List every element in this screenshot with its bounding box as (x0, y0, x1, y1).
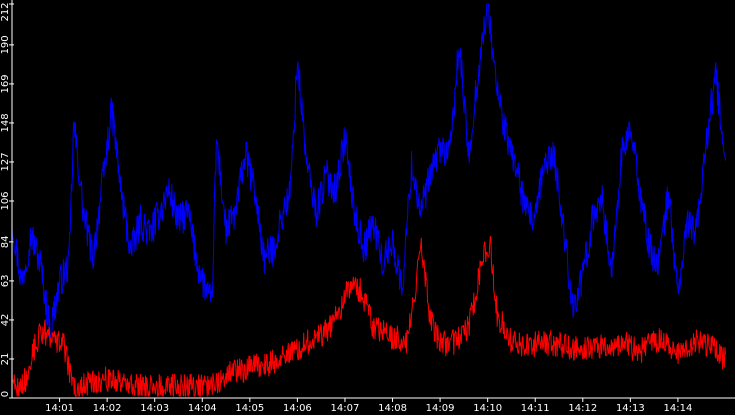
x-tick-label: 14:07 (331, 403, 360, 414)
x-tick-label: 14:08 (378, 403, 407, 414)
y-tick-label: 190 (0, 35, 11, 54)
y-tick-label: 169 (0, 74, 11, 93)
x-tick-label: 14:05 (235, 403, 264, 414)
x-tick-label: 14:14 (664, 403, 693, 414)
x-tick-label: 14:04 (188, 403, 217, 414)
y-tick-label: 21 (0, 353, 11, 366)
y-tick-label: 0 (0, 391, 11, 397)
x-tick-label: 14:01 (45, 403, 74, 414)
x-tick-label: 14:12 (568, 403, 597, 414)
x-tick-label: 14:13 (616, 403, 645, 414)
y-tick-label: 127 (0, 152, 11, 171)
x-tick-label: 14:10 (473, 403, 502, 414)
y-tick-label: 84 (0, 236, 11, 249)
x-tick-label: 14:06 (283, 403, 312, 414)
y-tick-label: 148 (0, 113, 11, 132)
y-tick-label: 106 (0, 191, 11, 210)
y-tick-label: 42 (0, 314, 11, 327)
x-tick-label: 14:03 (140, 403, 169, 414)
x-tick-label: 14:02 (93, 403, 122, 414)
x-tick-label: 14:09 (426, 403, 455, 414)
series-layer (11, 3, 726, 397)
y-tick-label: 212 (0, 2, 11, 21)
series-line (11, 235, 726, 397)
y-tick-label: 63 (0, 275, 11, 288)
series-line (11, 3, 726, 346)
x-tick-label: 14:11 (521, 403, 550, 414)
x-axis-ticks: 14:01 14:02 14:03 14:04 14:05 14:06 14:07 14:08… (45, 398, 692, 414)
